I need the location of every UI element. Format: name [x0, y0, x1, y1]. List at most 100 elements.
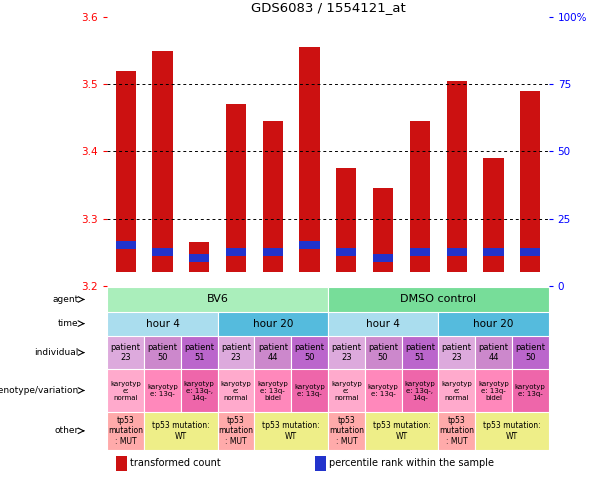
- Text: agent: agent: [52, 295, 78, 304]
- Text: karyotyp
e:
normal: karyotyp e: normal: [221, 381, 251, 400]
- Bar: [475, 412, 549, 450]
- Bar: [254, 412, 328, 450]
- Text: patient
50: patient 50: [295, 343, 324, 362]
- Bar: [328, 369, 365, 412]
- Bar: [520, 248, 541, 256]
- Text: patient
23: patient 23: [442, 343, 471, 362]
- Bar: [218, 336, 254, 369]
- Bar: [115, 241, 135, 249]
- Bar: [107, 412, 144, 450]
- Text: tp53 mutation:
WT: tp53 mutation: WT: [373, 421, 430, 440]
- Bar: [107, 287, 328, 312]
- Text: karyotyp
e:
normal: karyotyp e: normal: [331, 381, 362, 400]
- Text: patient
23: patient 23: [111, 343, 140, 362]
- Text: patient
50: patient 50: [368, 343, 398, 362]
- Text: hour 4: hour 4: [145, 319, 180, 328]
- Bar: [365, 369, 402, 412]
- Bar: [484, 248, 504, 256]
- Bar: [299, 241, 320, 249]
- Text: other: other: [54, 426, 78, 435]
- Bar: [336, 248, 357, 256]
- Text: tp53 mutation:
WT: tp53 mutation: WT: [483, 421, 541, 440]
- Bar: [263, 248, 283, 256]
- Bar: [447, 81, 467, 272]
- Bar: [107, 312, 218, 336]
- Bar: [218, 412, 254, 450]
- Text: karyotyp
e: 13q-,
14q-: karyotyp e: 13q-, 14q-: [405, 381, 435, 400]
- Bar: [153, 248, 173, 256]
- Text: patient
50: patient 50: [148, 343, 177, 362]
- Bar: [373, 255, 394, 262]
- Bar: [328, 287, 549, 312]
- Text: hour 20: hour 20: [473, 319, 514, 328]
- Bar: [402, 336, 438, 369]
- Text: karyotyp
e: 13q-: karyotyp e: 13q-: [147, 384, 178, 397]
- Bar: [181, 336, 218, 369]
- Text: time: time: [58, 319, 78, 328]
- Bar: [438, 336, 475, 369]
- Text: tp53
mutation
: MUT: tp53 mutation : MUT: [439, 416, 474, 446]
- Text: hour 20: hour 20: [253, 319, 293, 328]
- Bar: [365, 412, 438, 450]
- Text: percentile rank within the sample: percentile rank within the sample: [329, 458, 494, 469]
- Bar: [512, 369, 549, 412]
- Bar: [226, 248, 246, 256]
- Text: individual: individual: [34, 348, 78, 357]
- Title: GDS6083 / 1554121_at: GDS6083 / 1554121_at: [251, 1, 405, 14]
- Bar: [409, 121, 430, 272]
- Bar: [107, 336, 144, 369]
- Text: karyotyp
e: 13q-: karyotyp e: 13q-: [368, 384, 398, 397]
- Text: patient
23: patient 23: [221, 343, 251, 362]
- Bar: [291, 336, 328, 369]
- Bar: [520, 91, 541, 272]
- Bar: [291, 369, 328, 412]
- Bar: [475, 336, 512, 369]
- Bar: [484, 158, 504, 272]
- Text: patient
51: patient 51: [405, 343, 435, 362]
- Text: karyotyp
e:
normal: karyotyp e: normal: [441, 381, 472, 400]
- Bar: [144, 412, 218, 450]
- Text: tp53 mutation:
WT: tp53 mutation: WT: [152, 421, 210, 440]
- Bar: [116, 456, 127, 471]
- Bar: [438, 312, 549, 336]
- Text: BV6: BV6: [207, 295, 229, 304]
- Bar: [409, 248, 430, 256]
- Text: tp53
mutation
: MUT: tp53 mutation : MUT: [218, 416, 254, 446]
- Bar: [314, 456, 326, 471]
- Text: karyotyp
e: 13q-
bidel: karyotyp e: 13q- bidel: [257, 381, 288, 400]
- Bar: [254, 336, 291, 369]
- Bar: [218, 312, 328, 336]
- Bar: [115, 71, 135, 272]
- Bar: [402, 369, 438, 412]
- Bar: [328, 336, 365, 369]
- Bar: [475, 369, 512, 412]
- Bar: [512, 336, 549, 369]
- Bar: [336, 168, 357, 272]
- Text: karyotyp
e: 13q-
bidel: karyotyp e: 13q- bidel: [478, 381, 509, 400]
- Bar: [189, 255, 209, 262]
- Bar: [373, 188, 394, 272]
- Text: hour 4: hour 4: [366, 319, 400, 328]
- Bar: [226, 104, 246, 272]
- Bar: [328, 412, 365, 450]
- Text: patient
51: patient 51: [185, 343, 214, 362]
- Text: patient
44: patient 44: [479, 343, 508, 362]
- Bar: [328, 312, 438, 336]
- Text: tp53 mutation:
WT: tp53 mutation: WT: [262, 421, 320, 440]
- Bar: [153, 51, 173, 272]
- Text: karyotyp
e: 13q-,
14q-: karyotyp e: 13q-, 14q-: [184, 381, 215, 400]
- Bar: [438, 369, 475, 412]
- Bar: [263, 121, 283, 272]
- Bar: [299, 47, 320, 272]
- Bar: [254, 369, 291, 412]
- Text: patient
50: patient 50: [516, 343, 545, 362]
- Text: DMSO control: DMSO control: [400, 295, 476, 304]
- Text: genotype/variation: genotype/variation: [0, 386, 78, 395]
- Text: patient
44: patient 44: [258, 343, 287, 362]
- Text: karyotyp
e: 13q-: karyotyp e: 13q-: [515, 384, 546, 397]
- Bar: [181, 369, 218, 412]
- Text: patient
23: patient 23: [332, 343, 361, 362]
- Bar: [365, 336, 402, 369]
- Text: karyotyp
e:
normal: karyotyp e: normal: [110, 381, 141, 400]
- Bar: [218, 369, 254, 412]
